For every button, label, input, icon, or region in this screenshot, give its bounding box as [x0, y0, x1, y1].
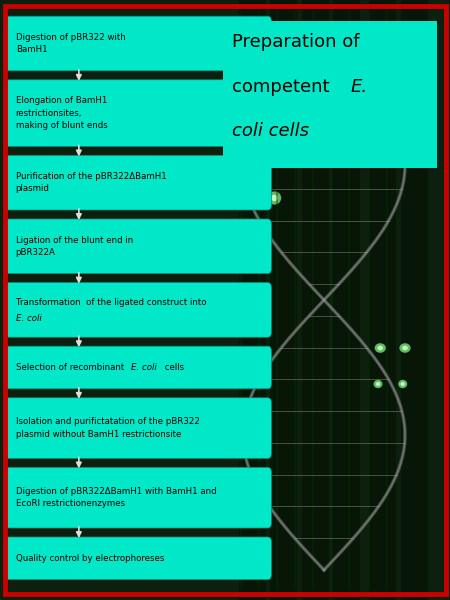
FancyBboxPatch shape [5, 155, 271, 210]
FancyBboxPatch shape [238, 0, 266, 600]
Text: coli cells: coli cells [232, 122, 309, 140]
Ellipse shape [265, 157, 275, 167]
FancyBboxPatch shape [223, 21, 436, 168]
Ellipse shape [376, 382, 380, 386]
FancyBboxPatch shape [333, 0, 360, 600]
Ellipse shape [243, 191, 256, 205]
Text: cells: cells [162, 363, 184, 372]
Text: E. coli: E. coli [130, 363, 156, 372]
FancyBboxPatch shape [5, 16, 271, 71]
Text: Selection of recombinant: Selection of recombinant [16, 363, 127, 372]
FancyBboxPatch shape [5, 219, 271, 274]
Text: Elongation of BamH1
restrictionsites,
making of blunt ends: Elongation of BamH1 restrictionsites, ma… [16, 96, 108, 130]
Ellipse shape [244, 157, 256, 167]
Text: Isolation and purifictatation of the pBR322
plasmid without BamH1 restrictionsit: Isolation and purifictatation of the pBR… [16, 418, 200, 439]
Ellipse shape [247, 159, 252, 164]
FancyBboxPatch shape [5, 467, 271, 528]
Ellipse shape [402, 346, 408, 350]
Ellipse shape [378, 346, 383, 350]
FancyBboxPatch shape [5, 283, 271, 337]
Text: Preparation of: Preparation of [232, 33, 359, 51]
Text: Purification of the pBR322ΔBamH1
plasmid: Purification of the pBR322ΔBamH1 plasmid [16, 172, 166, 193]
FancyBboxPatch shape [270, 0, 297, 600]
Ellipse shape [374, 380, 382, 388]
FancyBboxPatch shape [5, 346, 271, 389]
Ellipse shape [271, 194, 278, 202]
Text: Ligation of the blunt end in
pBR322A: Ligation of the blunt end in pBR322A [16, 236, 133, 257]
Ellipse shape [374, 343, 386, 353]
FancyBboxPatch shape [5, 537, 271, 580]
Text: Digestion of pBR322 with
BamH1: Digestion of pBR322 with BamH1 [16, 33, 126, 54]
Text: E.: E. [351, 78, 368, 96]
Ellipse shape [400, 382, 405, 386]
Ellipse shape [247, 194, 253, 202]
Ellipse shape [268, 191, 281, 205]
Text: Quality control by electrophoreses: Quality control by electrophoreses [16, 554, 164, 563]
Text: competent: competent [232, 78, 341, 96]
Text: Transformation  of the ligated construct into: Transformation of the ligated construct … [16, 298, 206, 307]
FancyBboxPatch shape [400, 0, 428, 600]
Ellipse shape [398, 380, 407, 388]
Ellipse shape [400, 343, 410, 353]
FancyBboxPatch shape [369, 0, 396, 600]
Ellipse shape [267, 159, 273, 164]
FancyBboxPatch shape [5, 398, 271, 458]
FancyBboxPatch shape [302, 0, 328, 600]
Text: Digestion of pBR322ΔBamH1 with BamH1 and
EcoRI restrictionenzymes: Digestion of pBR322ΔBamH1 with BamH1 and… [16, 487, 216, 508]
FancyBboxPatch shape [5, 80, 271, 146]
Text: E. coli: E. coli [16, 314, 41, 323]
